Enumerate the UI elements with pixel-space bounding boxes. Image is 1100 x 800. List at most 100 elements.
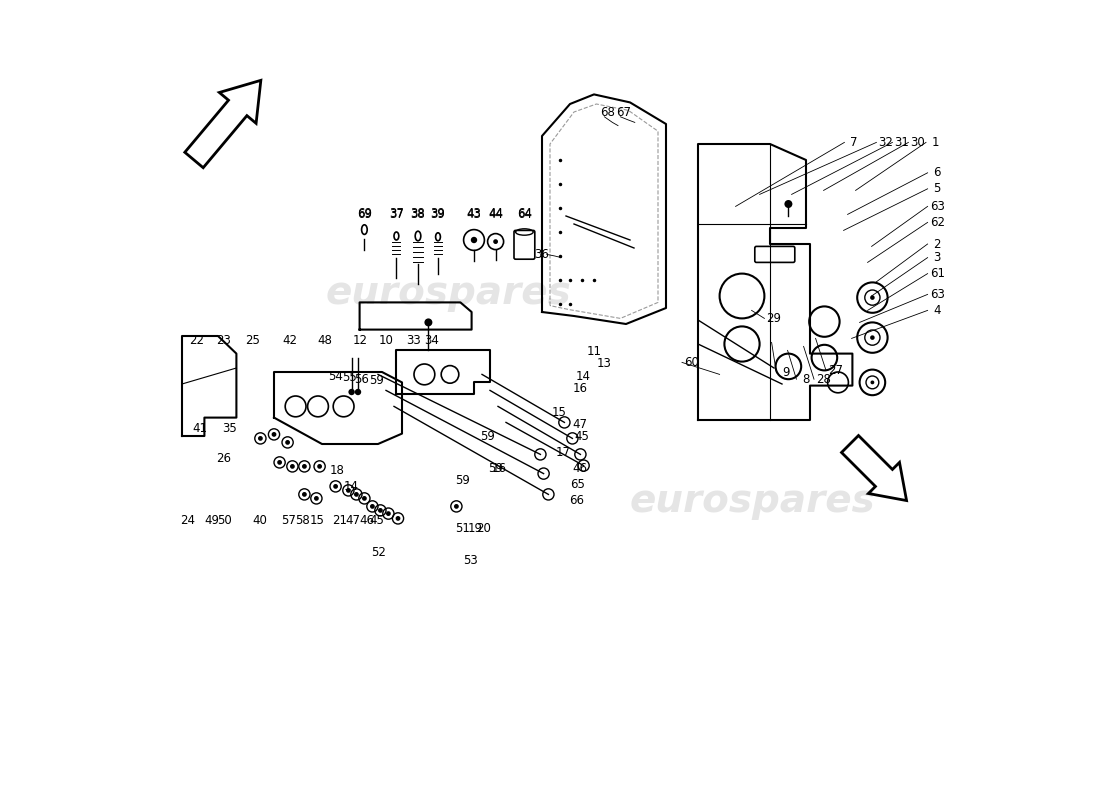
Text: 67: 67 xyxy=(616,106,631,118)
Text: 59: 59 xyxy=(455,474,470,487)
Text: 31: 31 xyxy=(894,136,910,149)
Text: 27: 27 xyxy=(828,364,843,377)
Text: 64: 64 xyxy=(517,207,532,220)
Circle shape xyxy=(370,504,375,509)
Text: 30: 30 xyxy=(911,136,925,149)
Circle shape xyxy=(378,508,383,513)
Text: 64: 64 xyxy=(517,208,532,221)
Text: 8: 8 xyxy=(802,373,810,386)
Text: 38: 38 xyxy=(410,208,426,221)
Text: 37: 37 xyxy=(389,207,404,220)
Circle shape xyxy=(559,417,570,428)
Text: 68: 68 xyxy=(601,106,615,118)
Text: 5: 5 xyxy=(934,182,940,195)
Text: eurospares: eurospares xyxy=(326,274,572,312)
Text: 14: 14 xyxy=(576,370,591,382)
Text: 6: 6 xyxy=(934,166,940,179)
Text: 59: 59 xyxy=(488,462,503,474)
Circle shape xyxy=(578,460,590,471)
Text: 63: 63 xyxy=(930,288,945,301)
Circle shape xyxy=(346,488,351,493)
Text: 25: 25 xyxy=(245,334,260,347)
Text: 61: 61 xyxy=(930,267,945,280)
Text: 53: 53 xyxy=(463,554,478,567)
Text: 48: 48 xyxy=(317,334,332,347)
Text: 45: 45 xyxy=(574,430,590,442)
Text: 28: 28 xyxy=(816,373,831,386)
Text: 23: 23 xyxy=(217,334,231,347)
Text: 59: 59 xyxy=(481,430,495,442)
Circle shape xyxy=(317,464,322,469)
Text: 39: 39 xyxy=(430,207,446,220)
Text: 42: 42 xyxy=(283,334,297,347)
Text: 50: 50 xyxy=(217,514,232,526)
Circle shape xyxy=(258,436,263,441)
Text: 46: 46 xyxy=(360,514,374,526)
Text: 24: 24 xyxy=(180,514,195,526)
Text: 18: 18 xyxy=(330,464,344,477)
Text: 33: 33 xyxy=(407,334,421,347)
Text: 44: 44 xyxy=(488,208,503,221)
Text: 13: 13 xyxy=(597,358,612,370)
Text: 17: 17 xyxy=(557,446,571,458)
Text: 15: 15 xyxy=(310,514,324,526)
Text: 9: 9 xyxy=(782,366,790,379)
Text: 45: 45 xyxy=(370,514,385,526)
Circle shape xyxy=(493,239,498,244)
Text: eurospares: eurospares xyxy=(630,482,876,520)
Text: 63: 63 xyxy=(930,200,945,213)
Text: 66: 66 xyxy=(569,494,584,507)
Circle shape xyxy=(542,489,554,500)
Text: 52: 52 xyxy=(372,546,386,559)
Text: 4: 4 xyxy=(934,304,940,317)
Text: 32: 32 xyxy=(879,136,893,149)
Circle shape xyxy=(333,484,338,489)
Text: 11: 11 xyxy=(586,346,602,358)
Text: 41: 41 xyxy=(192,422,207,435)
Circle shape xyxy=(425,318,432,326)
Circle shape xyxy=(575,449,586,460)
Text: 38: 38 xyxy=(410,207,426,220)
Text: 39: 39 xyxy=(430,208,446,221)
Text: 59: 59 xyxy=(368,374,384,386)
Circle shape xyxy=(538,468,549,479)
Text: 35: 35 xyxy=(222,422,236,435)
Text: 54: 54 xyxy=(328,370,343,382)
Text: 36: 36 xyxy=(535,248,549,261)
Circle shape xyxy=(870,335,874,340)
Circle shape xyxy=(870,295,874,300)
Text: 10: 10 xyxy=(378,334,394,347)
Text: 37: 37 xyxy=(389,208,404,221)
Text: 62: 62 xyxy=(930,216,945,229)
Text: 20: 20 xyxy=(476,522,491,534)
Circle shape xyxy=(454,504,459,509)
Text: 16: 16 xyxy=(492,462,506,474)
Text: 34: 34 xyxy=(425,334,439,347)
Text: 57: 57 xyxy=(280,514,296,526)
Text: 44: 44 xyxy=(488,207,503,220)
Circle shape xyxy=(471,237,477,243)
Text: 14: 14 xyxy=(344,480,359,493)
Text: 21: 21 xyxy=(332,514,348,526)
Circle shape xyxy=(314,496,319,501)
Text: 60: 60 xyxy=(684,356,699,369)
Circle shape xyxy=(870,381,874,384)
Text: 40: 40 xyxy=(252,514,267,526)
Circle shape xyxy=(355,389,361,395)
Text: 7: 7 xyxy=(850,136,858,149)
Text: 55: 55 xyxy=(342,371,356,384)
Text: 43: 43 xyxy=(466,208,482,221)
Text: 51: 51 xyxy=(455,522,470,534)
Text: 56: 56 xyxy=(354,373,368,386)
Circle shape xyxy=(302,492,307,497)
Circle shape xyxy=(362,496,366,501)
Circle shape xyxy=(354,492,359,497)
Circle shape xyxy=(535,449,546,460)
Circle shape xyxy=(566,433,578,444)
Text: 69: 69 xyxy=(356,207,372,220)
Text: 47: 47 xyxy=(572,418,587,430)
Text: 3: 3 xyxy=(934,251,940,264)
Text: 65: 65 xyxy=(570,478,584,491)
Text: 12: 12 xyxy=(353,334,367,347)
Text: 49: 49 xyxy=(205,514,219,526)
